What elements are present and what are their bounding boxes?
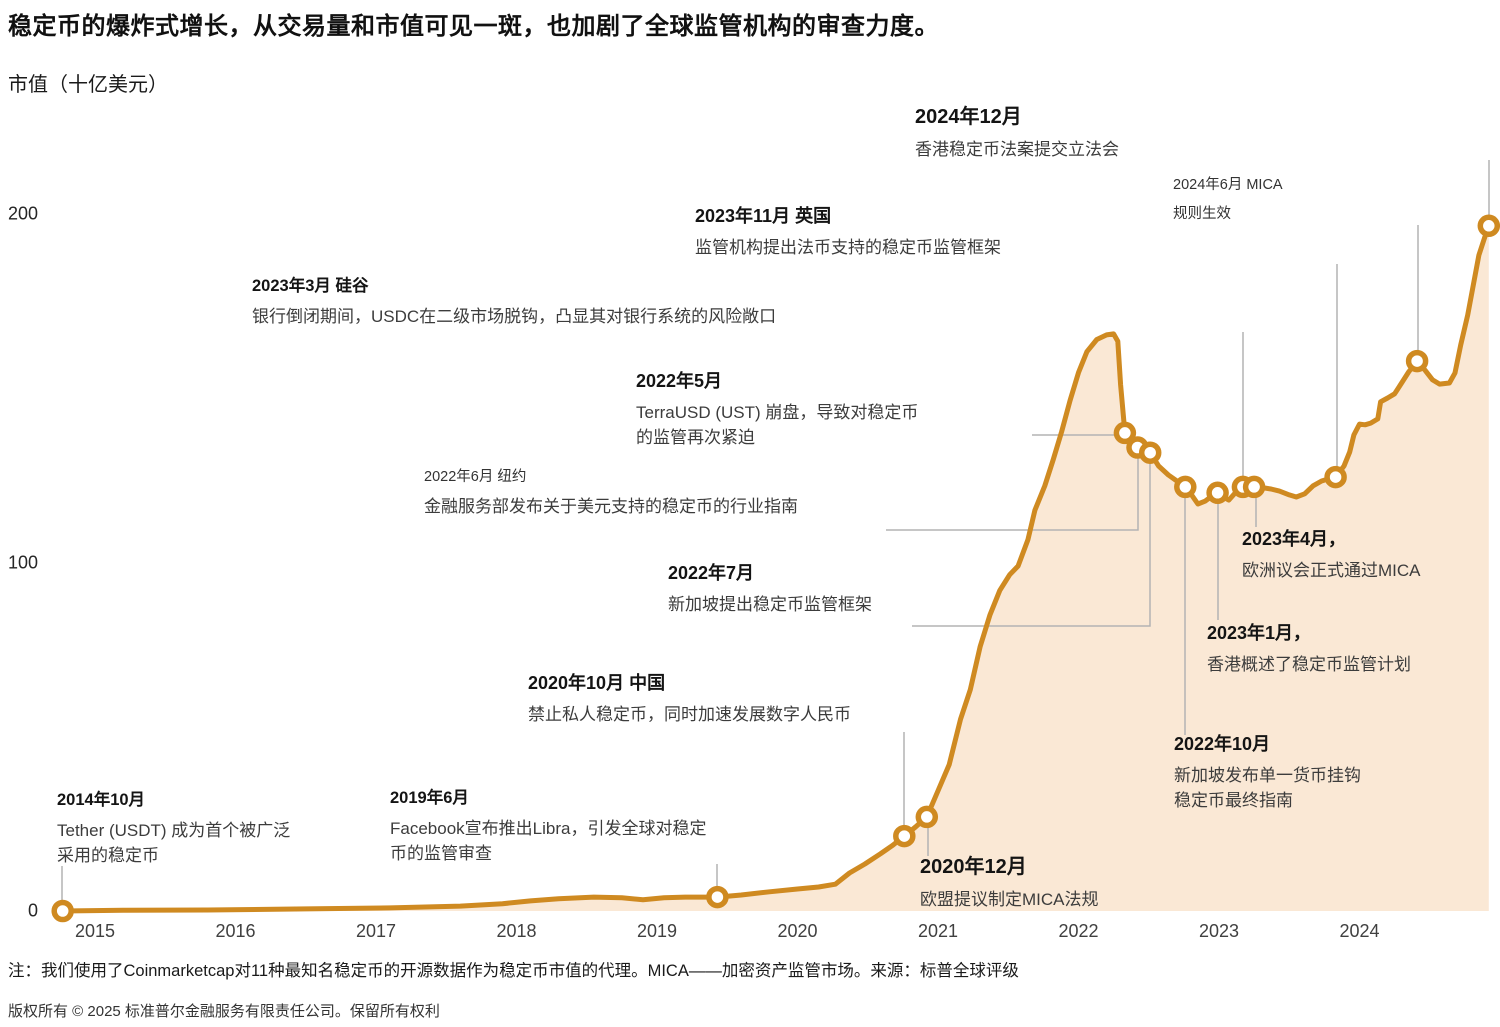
event-marker [1174, 475, 1197, 499]
event-marker [893, 824, 916, 848]
y-axis-title: 市值（十亿美元） [8, 74, 168, 96]
event-marker [1324, 465, 1347, 489]
callout-line [886, 452, 1139, 531]
copyright-notice: 版权所有 © 2025 标准普尔金融服务有限责任公司。保留所有权利 [8, 1003, 440, 1020]
event-marker [51, 899, 74, 923]
event-marker [706, 885, 729, 909]
event-marker [1405, 349, 1429, 373]
event-marker [1477, 214, 1500, 238]
callout-line [912, 457, 1151, 627]
event-marker [1138, 441, 1162, 464]
area-fill [62, 225, 1489, 912]
page-title: 稳定币的爆炸式增长，从交易量和市值可见一斑，也加剧了全球监管机构的审查力度。 [8, 13, 939, 40]
event-marker [1242, 475, 1266, 499]
event-marker [1113, 421, 1137, 445]
footnote: 注：我们使用了Coinmarketcap对11种最知名稳定币的开源数据作为稳定币… [8, 962, 1019, 980]
event-marker [1206, 481, 1229, 505]
event-marker [915, 805, 939, 829]
